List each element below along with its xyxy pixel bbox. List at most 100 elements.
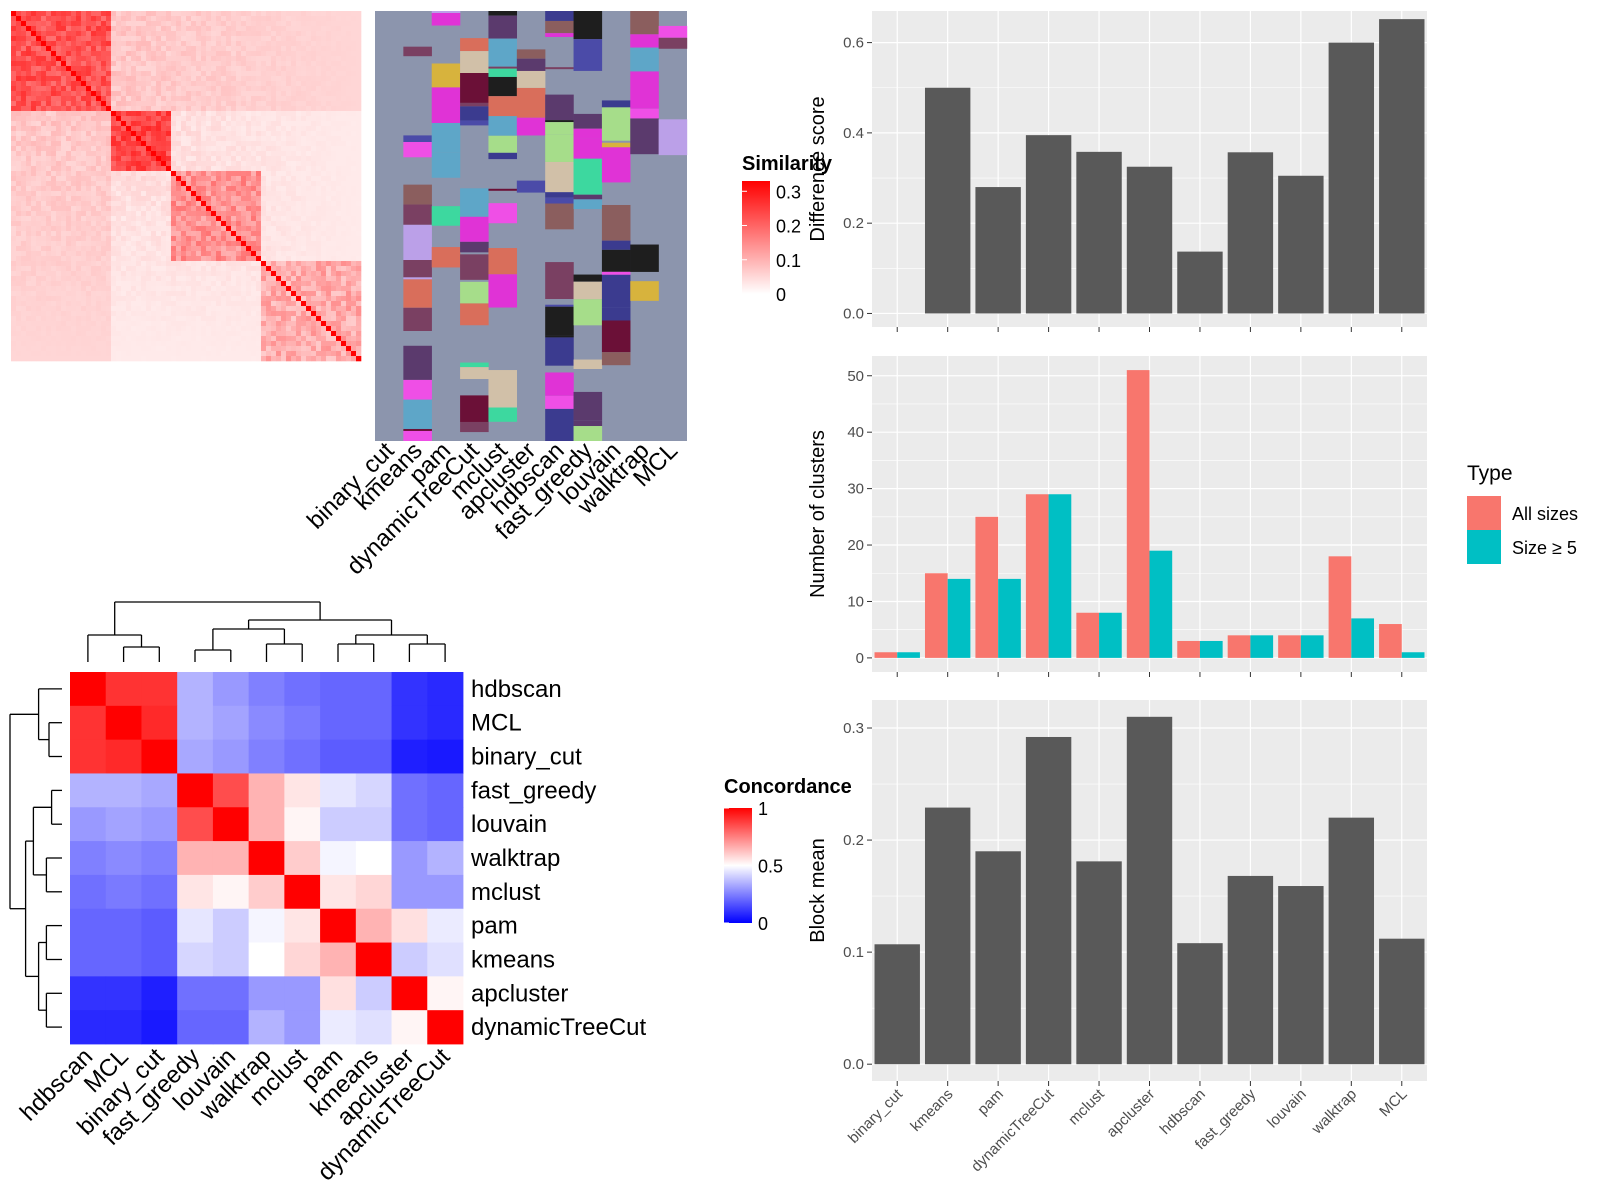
similarity-cell xyxy=(41,321,47,327)
similarity-cell xyxy=(21,296,27,302)
similarity-cell xyxy=(216,41,222,47)
annotation-segment xyxy=(545,122,574,135)
similarity-cell xyxy=(116,86,122,92)
similarity-cell xyxy=(271,306,277,312)
similarity-cell xyxy=(176,86,182,92)
similarity-cell xyxy=(271,256,277,262)
similarity-cell xyxy=(241,331,247,337)
similarity-cell xyxy=(66,11,72,17)
similarity-cell xyxy=(316,76,322,82)
similarity-cell xyxy=(131,296,137,302)
similarity-cell xyxy=(106,201,112,207)
similarity-cell xyxy=(281,256,287,262)
similarity-cell xyxy=(251,46,257,52)
similarity-cell xyxy=(291,21,297,27)
similarity-cell xyxy=(186,121,192,127)
similarity-cell xyxy=(121,146,127,152)
similarity-cell xyxy=(101,116,107,122)
similarity-cell xyxy=(171,146,177,152)
similarity-cell xyxy=(141,301,147,307)
similarity-cell xyxy=(216,136,222,142)
similarity-cell xyxy=(56,196,62,202)
similarity-cell xyxy=(206,201,212,207)
similarity-cell xyxy=(131,246,137,252)
similarity-cell xyxy=(296,181,302,187)
similarity-cell xyxy=(291,201,297,207)
similarity-cell xyxy=(211,221,217,227)
similarity-cell xyxy=(351,131,357,137)
similarity-cell xyxy=(11,101,17,107)
similarity-cell xyxy=(106,266,112,272)
similarity-cell xyxy=(161,81,167,87)
similarity-cell xyxy=(136,46,142,52)
similarity-cell xyxy=(101,126,107,132)
similarity-cell xyxy=(161,181,167,187)
similarity-cell xyxy=(211,226,217,232)
similarity-cell xyxy=(211,146,217,152)
annotation-segment xyxy=(460,281,489,304)
similarity-cell xyxy=(116,296,122,302)
similarity-cell xyxy=(221,166,227,172)
similarity-cell xyxy=(11,111,17,117)
similarity-cell xyxy=(181,261,187,267)
similarity-cell xyxy=(21,286,27,292)
similarity-cell xyxy=(171,196,177,202)
similarity-cell xyxy=(171,21,177,27)
similarity-cell xyxy=(106,101,112,107)
similarity-cell xyxy=(71,151,77,157)
similarity-cell xyxy=(226,191,232,197)
similarity-cell xyxy=(271,96,277,102)
similarity-cell xyxy=(196,336,202,342)
similarity-cell xyxy=(126,161,132,167)
similarity-cell xyxy=(346,61,352,67)
similarity-cell xyxy=(356,206,362,212)
similarity-cell xyxy=(116,41,122,47)
similarity-cell xyxy=(356,291,362,297)
similarity-cell xyxy=(241,286,247,292)
similarity-cell xyxy=(71,26,77,32)
similarity-cell xyxy=(236,146,242,152)
similarity-cell xyxy=(156,331,162,337)
similarity-cell xyxy=(346,211,352,217)
similarity-cell xyxy=(301,256,307,262)
similarity-cell xyxy=(346,296,352,302)
similarity-cell xyxy=(336,266,342,272)
similarity-cell xyxy=(251,256,257,262)
similarity-cell xyxy=(21,106,27,112)
similarity-cell xyxy=(96,236,102,242)
similarity-cell xyxy=(321,156,327,162)
similarity-cell xyxy=(46,131,52,137)
similarity-cell xyxy=(266,31,272,37)
similarity-cell xyxy=(341,321,347,327)
similarity-cell xyxy=(211,241,217,247)
similarity-cell xyxy=(286,126,292,132)
similarity-cell xyxy=(146,161,152,167)
similarity-cell xyxy=(351,161,357,167)
similarity-cell xyxy=(136,311,142,317)
similarity-cell xyxy=(76,111,82,117)
similarity-cell xyxy=(336,16,342,22)
similarity-cell xyxy=(271,196,277,202)
similarity-cell xyxy=(311,206,317,212)
similarity-cell xyxy=(351,186,357,192)
similarity-cell xyxy=(276,281,282,287)
similarity-cell xyxy=(16,201,22,207)
similarity-cell xyxy=(271,26,277,32)
similarity-cell xyxy=(311,101,317,107)
similarity-cell xyxy=(236,96,242,102)
similarity-cell xyxy=(66,31,72,37)
similarity-cell xyxy=(306,121,312,127)
similarity-cell xyxy=(321,271,327,277)
similarity-cell xyxy=(281,141,287,147)
similarity-cell xyxy=(191,341,197,347)
similarity-cell xyxy=(186,251,192,257)
similarity-cell xyxy=(41,211,47,217)
similarity-cell xyxy=(91,301,97,307)
similarity-cell xyxy=(221,181,227,187)
similarity-cell xyxy=(326,31,332,37)
similarity-cell xyxy=(191,306,197,312)
similarity-cell xyxy=(356,326,362,332)
similarity-cell xyxy=(81,246,87,252)
similarity-cell xyxy=(16,351,22,357)
annotation-segment xyxy=(516,70,546,88)
